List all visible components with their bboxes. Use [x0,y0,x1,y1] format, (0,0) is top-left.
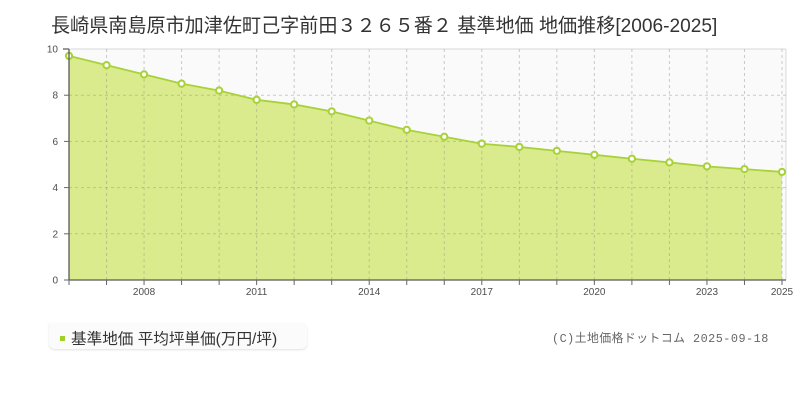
svg-text:2008: 2008 [133,287,156,298]
svg-text:10: 10 [47,45,59,56]
svg-text:2014: 2014 [358,287,381,298]
svg-text:0: 0 [52,276,58,287]
svg-text:6: 6 [52,137,58,148]
svg-text:2023: 2023 [696,287,719,298]
svg-text:8: 8 [52,91,58,102]
svg-text:2025: 2025 [771,287,794,298]
svg-text:4: 4 [52,183,58,194]
svg-text:2: 2 [52,229,58,240]
svg-text:2020: 2020 [583,287,606,298]
svg-text:2017: 2017 [471,287,494,298]
svg-text:2011: 2011 [246,287,268,298]
